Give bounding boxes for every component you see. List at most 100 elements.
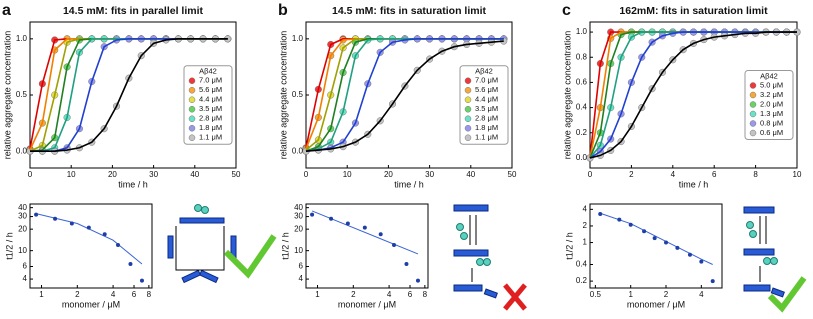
x-tick-label: 8 [147,290,152,299]
legend-swatch [464,87,472,94]
x-tick-label: 50 [232,170,241,179]
x-tick-label: 30 [425,170,434,179]
legend-swatch [464,115,472,122]
legend-swatch [749,129,757,137]
legend-label: 2.8 μM [199,114,222,123]
legend-label: 1.3 μM [760,109,783,118]
y-tick-label: 0.2 [576,276,588,285]
monomer [194,204,202,212]
y-tick-label: 20 [294,224,303,233]
legend-swatch [188,125,196,132]
plot-frame [29,203,153,289]
x-tick-label: 40 [190,170,199,179]
rod [181,269,202,284]
y-axis-label: t1/2 / h [4,232,14,260]
legend-swatch [464,125,472,132]
x-tick-label: 0 [304,170,309,179]
chart-title: 14.5 mM: fits in parallel limit [63,5,204,17]
y-tick-label: 4 [23,274,28,283]
legend-label: 0.8 μM [760,118,783,127]
y-tick-label: 1.0 [16,34,28,43]
y-tick-label: 0.8 [576,52,588,61]
x-tick-label: 4 [699,290,704,299]
x-tick-label: 8 [753,170,758,179]
legend-label: 1.8 μM [199,123,222,132]
x-tick-label: 30 [149,170,158,179]
panel-label: c [562,2,571,19]
x-tick-label: 0 [28,170,33,179]
data-point [652,236,657,241]
monomer [746,221,754,229]
x-tick-label: 50 [508,170,517,179]
y-tick-label: 10 [294,246,303,255]
y-axis-label: t1/2 / h [564,232,574,260]
x-tick-label: 1 [315,290,320,299]
legend-label: 2.8 μM [475,114,498,123]
rod [453,284,483,292]
x-tick-label: 2 [75,290,80,299]
rod [743,284,771,292]
monomer [476,258,484,266]
legend-label: 2.0 μM [760,99,783,108]
x-axis-label: time / h [118,179,148,189]
data-point [102,232,107,237]
data-point [362,225,367,230]
x-axis-label: time / h [679,179,709,189]
rod [483,288,498,299]
fit-line [30,38,228,152]
x-tick-label: 10 [793,170,802,179]
mechanism-diagram-a [167,204,277,284]
rod [453,249,489,257]
y-tick-label: 6 [23,262,28,271]
x-axis-label: monomer / μM [627,299,685,309]
x-axis-label: monomer / μM [62,299,120,309]
rod [743,248,775,256]
y-tick-label: 0.4 [576,260,588,269]
legend-label: 3.5 μM [199,104,222,113]
y-tick-label: 30 [18,212,27,221]
legend-swatch [188,77,196,84]
data-point [699,259,704,264]
x-tick-label: 10 [343,170,352,179]
check [223,234,277,279]
x-tick-label: 0 [588,170,593,179]
data-point [329,216,334,221]
legend-title: Aβ42 [760,71,778,80]
monomer [460,232,468,240]
legend-title: Aβ42 [475,67,493,76]
panel-label: a [2,2,11,19]
legend-label: 4.4 μM [199,95,222,104]
data-point [392,242,397,247]
data-point [628,222,633,227]
data-point [345,221,350,226]
legend-swatch [188,134,196,141]
legend-label: 7.0 μM [475,76,498,85]
y-tick-label: 20 [18,224,27,233]
monomer [770,257,778,265]
data-point [664,240,669,245]
panel-label: b [278,2,288,19]
y-tick-label: 30 [294,212,303,221]
y-tick-label: 2 [583,221,588,230]
legend-label: 1.1 μM [199,133,222,142]
chart-title: 162mM: fits in saturation limit [619,5,768,17]
legend-box [459,65,509,145]
monomer [456,223,464,231]
rod [167,235,174,259]
rod [179,217,225,224]
legend-box [744,70,794,140]
chart-title: 14.5 mM: fits in saturation limit [332,5,487,17]
y-tick-label: 1.0 [576,27,588,36]
data-point [128,262,133,267]
x-tick-label: 40 [466,170,475,179]
legend-swatch [188,106,196,113]
data-point [404,262,409,267]
legend-label: 5.6 μM [475,85,498,94]
check [767,276,807,313]
y-tick-label: 0.6 [576,78,588,87]
x-tick-label: 2 [664,290,669,299]
y-tick-label: 1 [583,238,588,247]
x-axis-label: time / h [394,179,424,189]
y-axis-label: relative aggregate concentration [278,31,288,160]
